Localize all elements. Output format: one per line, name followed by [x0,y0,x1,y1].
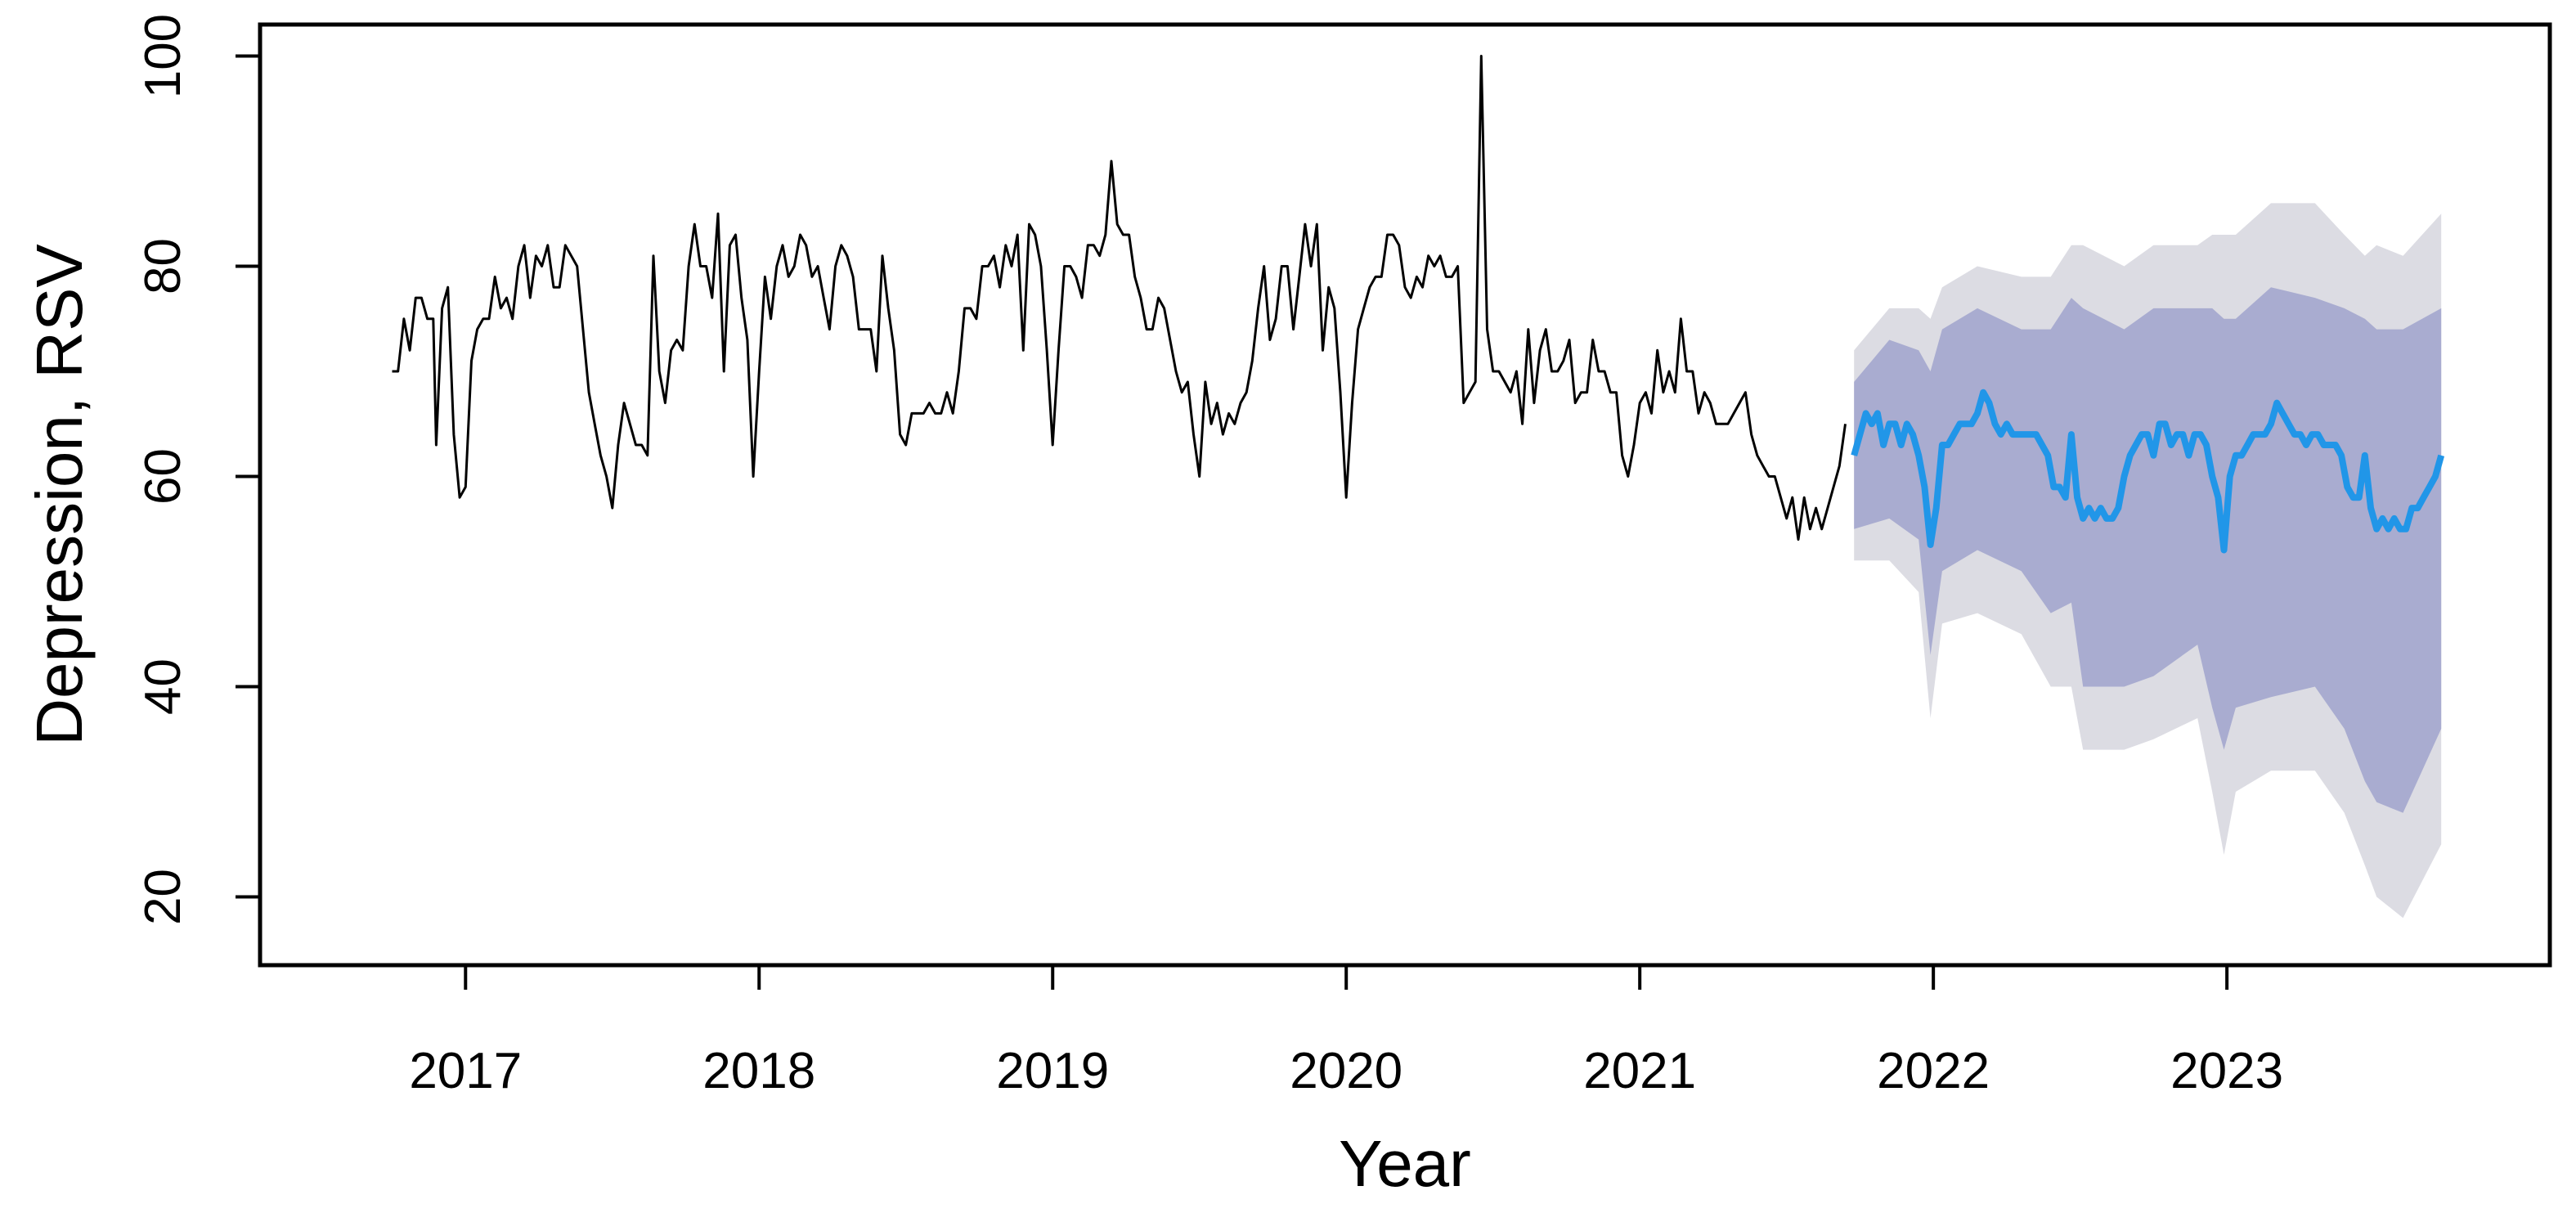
forecast-series [1851,389,2445,554]
x-axis: 2017 2018 2019 2020 2021 2022 2023 [409,964,2283,1099]
observed-series [392,55,1847,541]
prediction-band-80 [1854,287,2442,813]
x-tick-label: 2018 [702,1043,815,1099]
x-axis-title: Year [1339,1127,1471,1200]
y-tick-label: 20 [135,869,191,925]
x-tick-label: 2020 [1290,1043,1402,1099]
y-tick-label: 60 [135,448,191,505]
forecast-line [1851,389,2445,554]
x-tick-label: 2023 [2170,1043,2283,1099]
y-axis-title: Depression, RSV [23,244,96,746]
x-tick-label: 2022 [1877,1043,1990,1099]
x-tick-label: 2021 [1583,1043,1696,1099]
x-tick-label: 2017 [409,1043,522,1099]
y-tick-label: 40 [135,658,191,715]
y-tick-label: 100 [135,14,191,98]
y-tick-label: 80 [135,238,191,294]
band-80-area [1854,287,2442,813]
observed-line [392,55,1847,541]
x-tick-label: 2019 [996,1043,1109,1099]
y-axis: 20 40 60 80 100 [135,14,260,925]
